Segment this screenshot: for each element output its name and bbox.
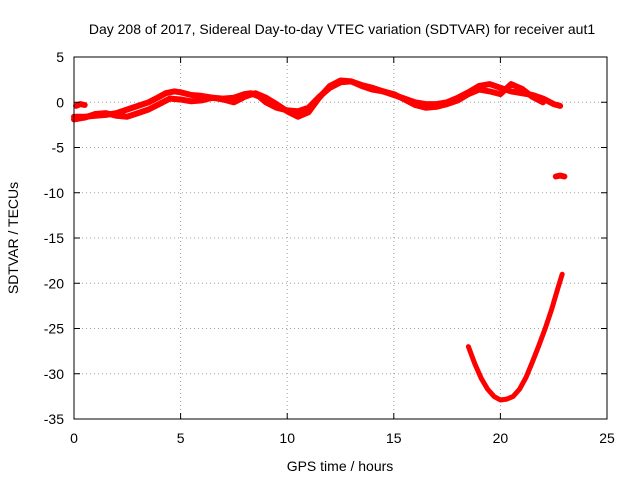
x-tick-label: 0 <box>70 430 78 446</box>
series-dip-arc <box>465 271 565 403</box>
axis-ticks <box>73 56 608 420</box>
series-track-b <box>71 77 546 123</box>
y-axis-label: SDTVAR / TECUs <box>5 182 21 294</box>
x-tick-label: 10 <box>279 430 295 446</box>
x-tick-label: 20 <box>493 430 509 446</box>
grid <box>74 57 607 419</box>
y-tick-label: -15 <box>44 230 64 246</box>
series-early-fragment <box>73 101 88 109</box>
chart-title: Day 208 of 2017, Sidereal Day-to-day VTE… <box>89 21 596 37</box>
y-tick-labels: 5 0 -5 -10 -15 -20 -25 -30 -35 <box>44 49 64 427</box>
y-tick-label: 5 <box>56 49 64 65</box>
y-tick-label: -35 <box>44 411 64 427</box>
x-axis-label: GPS time / hours <box>287 458 394 474</box>
y-tick-label: -30 <box>44 366 64 382</box>
y-tick-label: -5 <box>52 140 65 156</box>
x-tick-label: 25 <box>599 430 615 446</box>
plot-frame <box>73 56 608 420</box>
y-tick-label: -25 <box>44 321 64 337</box>
y-tick-label: 0 <box>56 94 64 110</box>
x-tick-label: 15 <box>386 430 402 446</box>
x-tick-labels: 0 5 10 15 20 25 <box>70 430 615 446</box>
x-tick-label: 5 <box>177 430 185 446</box>
y-tick-label: -20 <box>44 275 64 291</box>
plot-area <box>71 77 568 403</box>
series-outlier-cluster <box>552 172 568 180</box>
y-tick-label: -10 <box>44 185 64 201</box>
